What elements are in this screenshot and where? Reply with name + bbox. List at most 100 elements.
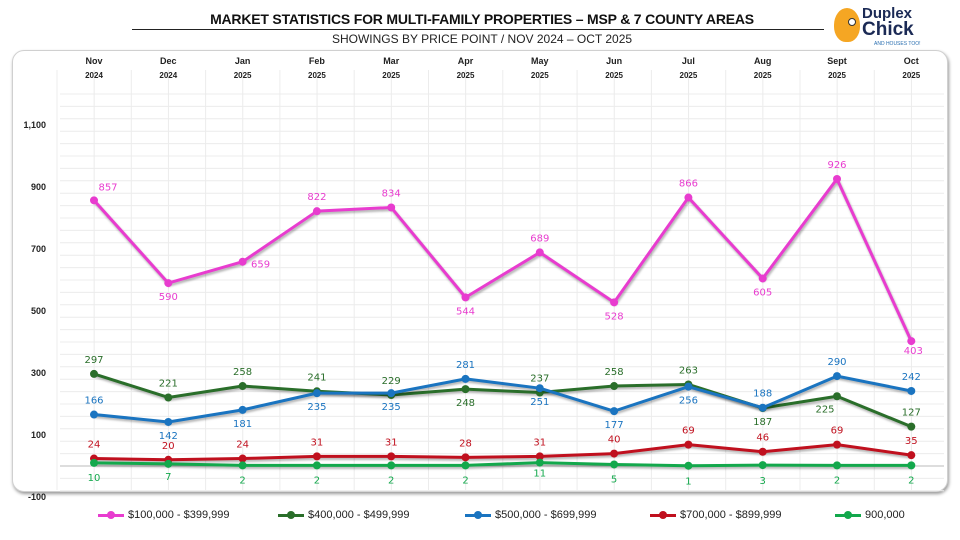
data-point (833, 440, 841, 449)
x-tick-year: 2025 (308, 71, 326, 80)
data-point (238, 454, 247, 463)
data-label: 177 (605, 420, 624, 431)
data-point (535, 452, 544, 461)
data-label: 187 (753, 417, 772, 428)
legend-label: $500,000 - $699,999 (495, 509, 597, 521)
data-point (387, 452, 396, 461)
legend-label: $700,000 - $899,999 (680, 509, 782, 521)
logo-line2: Chick (862, 19, 914, 40)
data-label: 235 (307, 402, 326, 413)
y-tick-label: 100 (31, 430, 46, 440)
x-tick-year: 2025 (234, 71, 252, 80)
data-point (907, 451, 916, 460)
data-point (90, 410, 98, 419)
data-point (238, 461, 247, 470)
data-label: 2 (462, 475, 468, 486)
y-tick-label: -100 (28, 492, 46, 502)
data-point (684, 461, 693, 470)
x-tick-year: 2024 (85, 71, 103, 80)
x-tick-month: Jun (606, 56, 622, 66)
data-point (758, 447, 767, 456)
x-tick-year: 2025 (531, 71, 549, 80)
x-tick-month: Jul (682, 56, 695, 66)
legend-item: $500,000 - $699,999 (465, 509, 597, 521)
x-tick-year: 2024 (159, 71, 177, 80)
data-label: 251 (530, 397, 549, 408)
data-label: 281 (456, 360, 475, 371)
data-point (684, 440, 693, 449)
data-label: 31 (311, 437, 324, 448)
x-tick-year: 2025 (902, 71, 920, 80)
data-label: 605 (753, 287, 772, 298)
data-point (238, 382, 247, 391)
data-label: 10 (88, 473, 101, 484)
data-point (90, 369, 98, 378)
data-point (461, 453, 470, 462)
data-point (312, 461, 321, 470)
data-label: 3 (760, 476, 766, 487)
data-label: 248 (456, 398, 475, 409)
legend-swatch-icon (278, 510, 304, 519)
data-label: 590 (159, 292, 178, 303)
data-label: 866 (679, 179, 698, 190)
data-point (610, 407, 619, 416)
legend-swatch-icon (98, 510, 124, 519)
data-label: 242 (902, 372, 921, 383)
data-point (312, 389, 321, 398)
data-point (535, 384, 544, 393)
data-point (833, 461, 841, 470)
data-label: 258 (605, 367, 624, 378)
data-label: 31 (533, 437, 546, 448)
series-0: 857 590 659 822 834 544 689 528 866 605 926 403 (90, 160, 923, 357)
y-tick-label: 300 (31, 368, 46, 378)
series-4: 10 7 2 2 2 2 11 5 1 3 2 2 (88, 458, 916, 488)
data-label: 31 (385, 437, 398, 448)
data-label: 659 (251, 260, 270, 271)
data-point (610, 298, 619, 307)
data-label: 5 (611, 474, 617, 485)
data-label: 834 (382, 188, 401, 199)
x-tick-month: Aug (754, 56, 772, 66)
data-label: 926 (827, 160, 846, 171)
chart-legend: $100,000 - $399,999 $400,000 - $499,999 $5… (0, 509, 960, 527)
data-label: 7 (165, 472, 171, 483)
data-label: 221 (159, 378, 178, 389)
data-label: 2 (834, 475, 840, 486)
data-label: 2 (239, 475, 245, 486)
data-label: 181 (233, 419, 252, 430)
x-tick-month: Dec (160, 56, 177, 66)
legend-item: $700,000 - $899,999 (650, 509, 782, 521)
data-label: 263 (679, 365, 698, 376)
x-tick-month: Nov (85, 56, 102, 66)
x-tick-month: Feb (309, 56, 326, 66)
logo-tagline: AND HOUSES TOO! (874, 41, 921, 47)
data-label: 689 (530, 233, 549, 244)
x-tick-month: May (531, 56, 549, 66)
data-label: 403 (904, 346, 923, 357)
series-line (93, 443, 912, 462)
legend-item: $100,000 - $399,999 (98, 509, 230, 521)
series-line (93, 461, 912, 468)
data-point (164, 393, 173, 402)
logo-line1: Duplex (862, 5, 913, 22)
legend-label: $100,000 - $399,999 (128, 509, 230, 521)
data-point (164, 279, 173, 288)
data-point (907, 461, 916, 470)
data-point (164, 459, 173, 468)
legend-swatch-icon (650, 510, 676, 519)
data-label: 2 (314, 475, 320, 486)
data-label: 241 (307, 372, 326, 383)
data-point (684, 193, 693, 202)
data-point (164, 417, 173, 426)
y-tick-label: 1,100 (23, 120, 46, 130)
series-line (93, 372, 912, 429)
x-tick-year: 2025 (382, 71, 400, 80)
data-label: 822 (307, 192, 326, 203)
data-point (610, 460, 619, 469)
data-point (238, 257, 247, 266)
legend-label: 900,000 (865, 509, 905, 521)
data-label: 127 (902, 408, 921, 419)
data-label: 40 (608, 435, 621, 446)
data-point (461, 461, 470, 470)
